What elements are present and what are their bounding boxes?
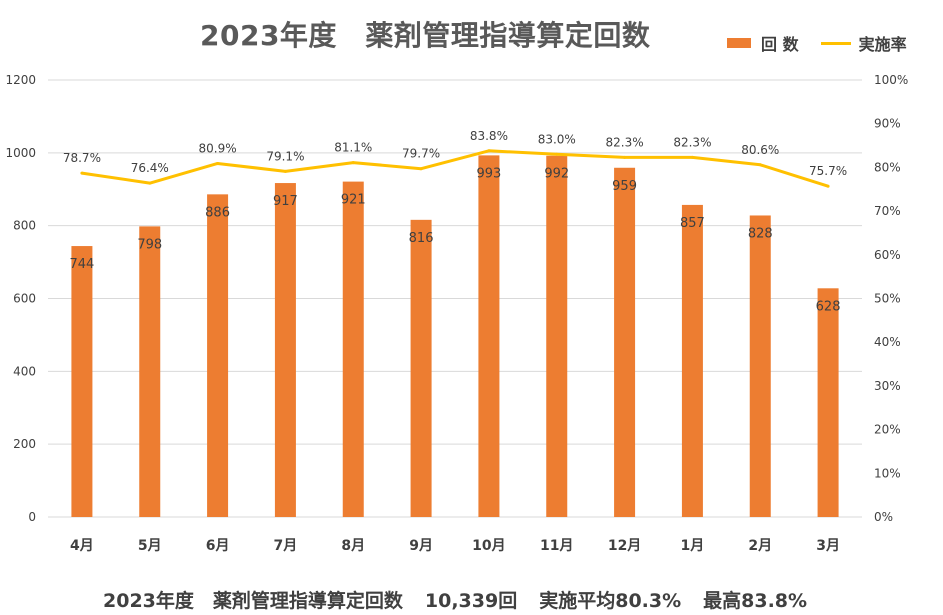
line-data-label: 80.9%	[199, 141, 237, 155]
legend-bar-label: 回 数	[761, 35, 799, 54]
line-data-label: 82.3%	[606, 135, 644, 149]
x-axis-tick: 4月	[70, 538, 94, 554]
bar-data-label: 917	[273, 194, 298, 209]
rate-point	[690, 155, 694, 159]
right-axis-tick: 50%	[874, 292, 901, 306]
rate-point	[283, 169, 287, 173]
x-axis-tick: 9月	[409, 538, 433, 554]
bar-data-label: 816	[409, 231, 434, 246]
rate-point	[351, 161, 355, 165]
rate-point	[148, 181, 152, 185]
bar-data-label: 921	[341, 193, 366, 208]
footer-average: 実施平均80.3%	[539, 590, 682, 612]
bar	[342, 181, 364, 518]
right-axis-tick: 70%	[874, 204, 901, 218]
left-axis-tick: 800	[13, 219, 36, 233]
line-data-label: 75.7%	[809, 164, 847, 178]
line-data-label: 76.4%	[131, 161, 169, 175]
line-data-label: 82.3%	[673, 135, 711, 149]
right-axis-tick: 90%	[874, 117, 901, 131]
bar	[478, 155, 500, 517]
bar-data-label: 628	[816, 299, 841, 314]
x-axis-tick: 11月	[540, 538, 573, 554]
rate-point	[826, 184, 830, 188]
bar	[71, 246, 93, 517]
right-axis-tick: 60%	[874, 248, 901, 262]
rate-point	[80, 171, 84, 175]
line-data-label: 81.1%	[334, 141, 372, 155]
legend-bar-swatch	[727, 38, 751, 48]
left-axis-tick: 0	[28, 510, 36, 524]
line-data-label: 78.7%	[63, 151, 101, 165]
right-axis-tick: 30%	[874, 379, 901, 393]
x-axis-tick: 2月	[748, 538, 772, 554]
bar-data-label: 886	[205, 205, 230, 220]
bar-data-label: 828	[748, 226, 773, 241]
line-data-label: 79.1%	[266, 149, 304, 163]
x-axis-tick: 7月	[274, 538, 298, 554]
summary-footer: 2023年度 薬剤管理指導算定回数 10,339回 実施平均80.3% 最高83.8%	[103, 586, 829, 613]
x-axis-tick: 5月	[138, 538, 162, 554]
right-axis-tick: 20%	[874, 423, 901, 437]
bar-data-label: 992	[544, 167, 569, 182]
left-axis-tick: 1000	[5, 146, 36, 160]
x-axis-tick: 1月	[681, 538, 705, 554]
x-axis-tick: 3月	[816, 538, 840, 554]
left-axis-tick: 1200	[5, 73, 36, 87]
rate-point	[623, 155, 627, 159]
right-axis-tick: 10%	[874, 466, 901, 480]
line-data-label: 79.7%	[402, 147, 440, 161]
bar	[614, 167, 636, 517]
bar-data-label: 959	[612, 179, 637, 194]
bar	[410, 219, 432, 517]
bar-data-label: 798	[137, 237, 162, 252]
left-axis-tick: 600	[13, 292, 36, 306]
bar	[274, 183, 296, 517]
legend-line-swatch	[820, 41, 851, 45]
line-data-label: 80.6%	[741, 143, 779, 157]
footer-label: 2023年度 薬剤管理指導算定回数	[103, 590, 403, 612]
bar	[207, 194, 229, 517]
legend-line-label: 実施率	[858, 35, 907, 54]
right-axis-tick: 40%	[874, 335, 901, 349]
left-axis-tick: 400	[13, 364, 36, 378]
chart-title: 2023年度 薬剤管理指導算定回数	[200, 19, 651, 52]
x-axis-tick: 10月	[472, 538, 505, 554]
footer-total: 10,339回	[424, 590, 518, 612]
rate-point	[419, 167, 423, 171]
x-axis-tick: 8月	[341, 538, 365, 554]
bar	[546, 155, 568, 517]
left-axis-tick: 200	[13, 437, 36, 451]
bar-data-label: 857	[680, 216, 705, 231]
right-axis-tick: 100%	[874, 73, 908, 87]
bar	[817, 288, 839, 517]
bar	[139, 226, 161, 517]
bar	[749, 215, 771, 517]
chart-legend: 回 数 実施率	[727, 31, 907, 55]
right-axis-tick: 0%	[874, 510, 893, 524]
rate-line	[81, 149, 829, 188]
x-axis-tick: 6月	[206, 538, 230, 554]
rate-point	[216, 161, 220, 165]
bar-data-label: 993	[477, 166, 502, 181]
footer-max: 最高83.8%	[703, 590, 808, 612]
line-data-label: 83.0%	[538, 132, 576, 146]
right-axis-tick: 80%	[874, 160, 901, 174]
rate-point	[555, 152, 559, 156]
bar	[681, 204, 703, 517]
rate-point	[487, 149, 491, 153]
line-data-label: 83.8%	[470, 129, 508, 143]
x-axis-tick: 12月	[608, 538, 641, 554]
rate-point	[758, 163, 762, 167]
bar-data-label: 744	[70, 257, 95, 272]
